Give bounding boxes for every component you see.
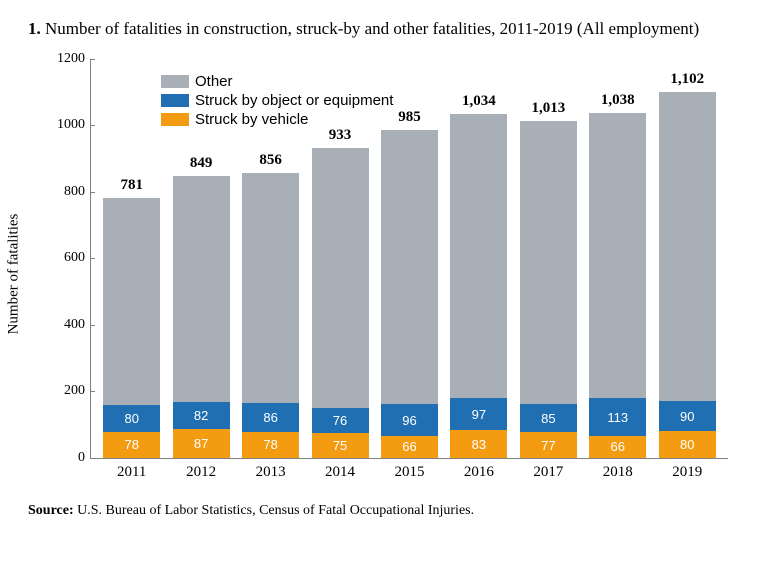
bar-total-label: 1,013 (531, 100, 565, 117)
bar-segment-vehicle: 66 (589, 436, 646, 458)
bar-segment-other (450, 114, 507, 398)
bar-segment-object: 82 (173, 402, 230, 429)
x-tick: 2019 (672, 464, 702, 481)
bar-slot: 78868562013 (236, 59, 305, 458)
bar-segment-object: 85 (520, 404, 577, 432)
stacked-bar: 6696985 (381, 130, 438, 458)
bar-slot: 78807812011 (97, 59, 166, 458)
bar-segment-vehicle: 80 (659, 431, 716, 458)
x-tick: 2011 (117, 464, 146, 481)
bar-total-label: 781 (120, 177, 143, 194)
bar-segment-vehicle: 87 (173, 429, 230, 458)
bar-segment-object: 86 (242, 403, 299, 432)
bar-segment-vehicle: 66 (381, 436, 438, 458)
bars-group: 7880781201187828492012788685620137576933… (91, 59, 728, 458)
source-label: Source: (28, 503, 74, 518)
x-tick: 2012 (186, 464, 216, 481)
stacked-bar: 77851,013 (520, 121, 577, 458)
x-tick: 2014 (325, 464, 355, 481)
bar-total-label: 1,038 (601, 92, 635, 109)
bar-total-label: 1,034 (462, 93, 496, 110)
bar-segment-vehicle: 83 (450, 430, 507, 458)
bar-total-label: 933 (329, 127, 352, 144)
bar-segment-object: 96 (381, 404, 438, 436)
bar-slot: 661131,0382018 (583, 59, 652, 458)
bar-slot: 80901,1022019 (653, 59, 722, 458)
y-tick: 0 (45, 450, 85, 466)
source-text: U.S. Bureau of Labor Statistics, Census … (77, 503, 474, 518)
x-tick: 2013 (256, 464, 286, 481)
plot-area: OtherStruck by object or equipmentStruck… (90, 59, 728, 459)
stacked-bar: 7886856 (242, 173, 299, 458)
x-tick: 2016 (464, 464, 494, 481)
stacked-bar: 7576933 (312, 148, 369, 458)
bar-segment-object: 113 (589, 398, 646, 436)
title-number: 1. (28, 19, 41, 38)
bar-segment-other (381, 130, 438, 404)
x-tick: 2018 (603, 464, 633, 481)
chart-container: Number of fatalities OtherStruck by obje… (28, 49, 738, 499)
bar-segment-other (589, 113, 646, 399)
bar-slot: 83971,0342016 (444, 59, 513, 458)
bar-segment-other (103, 198, 160, 405)
chart-title: 1. Number of fatalities in construction,… (28, 18, 740, 41)
bar-slot: 66969852015 (375, 59, 444, 458)
stacked-bar: 83971,034 (450, 114, 507, 458)
y-tick: 800 (45, 184, 85, 200)
source-line: Source: U.S. Bureau of Labor Statistics,… (28, 503, 740, 519)
y-tick: 1000 (45, 117, 85, 133)
x-tick: 2015 (394, 464, 424, 481)
stacked-bar: 8782849 (173, 176, 230, 458)
bar-total-label: 849 (190, 155, 213, 172)
bar-segment-other (242, 173, 299, 403)
bar-slot: 75769332014 (305, 59, 374, 458)
bar-segment-other (173, 176, 230, 402)
y-tick: 200 (45, 383, 85, 399)
bar-total-label: 985 (398, 109, 421, 126)
stacked-bar: 661131,038 (589, 113, 646, 458)
stacked-bar: 7880781 (103, 198, 160, 458)
y-axis-label: Number of fatalities (6, 214, 23, 335)
stacked-bar: 80901,102 (659, 92, 716, 458)
bar-slot: 87828492012 (166, 59, 235, 458)
y-tick: 600 (45, 250, 85, 266)
bar-segment-vehicle: 78 (103, 432, 160, 458)
bar-segment-vehicle: 77 (520, 432, 577, 458)
y-tick: 400 (45, 317, 85, 333)
x-tick: 2017 (533, 464, 563, 481)
bar-slot: 77851,0132017 (514, 59, 583, 458)
bar-segment-object: 97 (450, 398, 507, 430)
bar-segment-object: 90 (659, 401, 716, 431)
title-text: Number of fatalities in construction, st… (45, 19, 699, 38)
bar-total-label: 856 (259, 152, 282, 169)
y-tick: 1200 (45, 51, 85, 67)
bar-total-label: 1,102 (670, 71, 704, 88)
bar-segment-vehicle: 78 (242, 432, 299, 458)
bar-segment-other (520, 121, 577, 404)
bar-segment-other (312, 148, 369, 408)
bar-segment-object: 76 (312, 408, 369, 433)
bar-segment-vehicle: 75 (312, 433, 369, 458)
bar-segment-object: 80 (103, 405, 160, 432)
bar-segment-other (659, 92, 716, 402)
